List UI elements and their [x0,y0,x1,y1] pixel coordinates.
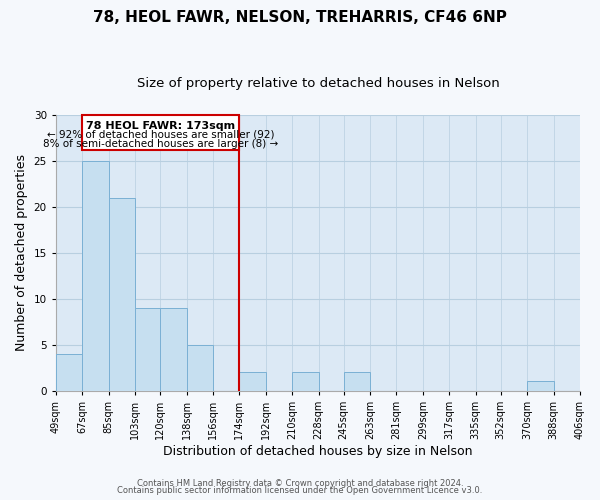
Bar [292,372,319,390]
Text: 78, HEOL FAWR, NELSON, TREHARRIS, CF46 6NP: 78, HEOL FAWR, NELSON, TREHARRIS, CF46 6… [93,10,507,25]
Bar [527,382,554,390]
Text: Contains public sector information licensed under the Open Government Licence v3: Contains public sector information licen… [118,486,482,495]
Bar [82,161,109,390]
Bar [160,308,187,390]
Y-axis label: Number of detached properties: Number of detached properties [15,154,28,352]
Text: ← 92% of detached houses are smaller (92): ← 92% of detached houses are smaller (92… [47,130,275,140]
Bar [187,344,213,391]
Bar [56,354,82,391]
Bar [239,372,266,390]
Title: Size of property relative to detached houses in Nelson: Size of property relative to detached ho… [137,78,499,90]
Bar [344,372,370,390]
Bar [82,116,239,150]
Bar [109,198,135,390]
Text: 78 HEOL FAWR: 173sqm: 78 HEOL FAWR: 173sqm [86,121,235,131]
Text: Contains HM Land Registry data © Crown copyright and database right 2024.: Contains HM Land Registry data © Crown c… [137,478,463,488]
Bar [135,308,160,390]
X-axis label: Distribution of detached houses by size in Nelson: Distribution of detached houses by size … [163,444,473,458]
Text: 8% of semi-detached houses are larger (8) →: 8% of semi-detached houses are larger (8… [43,139,278,149]
